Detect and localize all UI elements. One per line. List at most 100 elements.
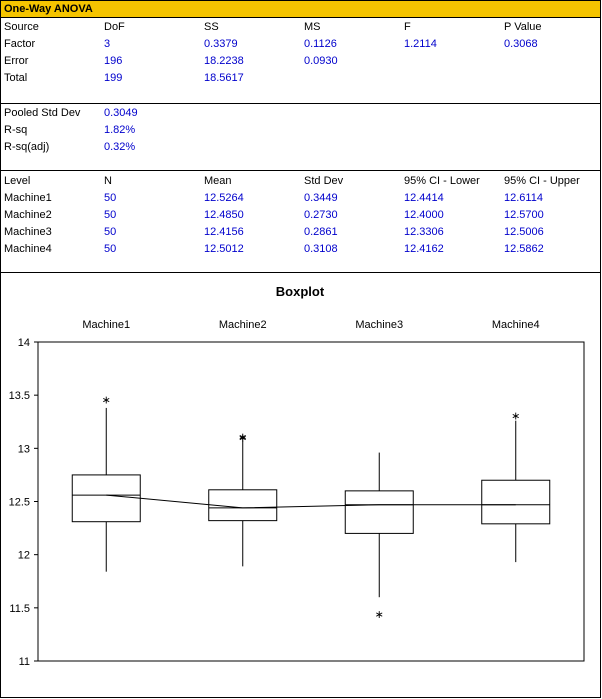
level-ci-lower: 12.4162 (404, 243, 444, 255)
y-tick-label: 12.5 (9, 497, 30, 509)
level-ci-upper: 12.5862 (504, 243, 544, 255)
level-row-machine2: Machine2 50 12.4850 0.2730 12.4000 12.57… (1, 207, 601, 224)
anova-ms: 0.1126 (304, 38, 337, 50)
header-source: Source (4, 21, 39, 33)
category-labels: Machine1 Machine2 Machine3 Machine4 (82, 319, 539, 331)
header-mean: Mean (204, 175, 232, 187)
section-divider (1, 103, 601, 104)
header-level: Level (4, 175, 31, 187)
sheet-title: One-Way ANOVA (1, 1, 600, 18)
box-machine4: ∗ (481, 410, 551, 563)
chart-title: Boxplot (276, 284, 325, 299)
header-ms: MS (304, 21, 321, 33)
y-tick-label: 13 (18, 443, 30, 455)
level-sd: 0.2861 (304, 226, 338, 238)
header-p-value: P Value (504, 21, 542, 33)
anova-source: Total (4, 72, 28, 84)
header-n: N (104, 175, 112, 187)
level-name: Machine1 (4, 192, 52, 204)
outlier-marker: ∗ (511, 410, 520, 422)
anova-row-factor: Factor 3 0.3379 0.1126 1.2114 0.3068 (1, 36, 601, 53)
level-sd: 0.2730 (304, 209, 338, 221)
anova-dof: 199 (104, 72, 123, 84)
level-mean: 12.5012 (204, 243, 244, 255)
anova-row-error: Error 196 18.2238 0.0930 (1, 53, 601, 70)
box-iqr (344, 490, 414, 534)
anova-ss: 18.5617 (204, 72, 244, 84)
outlier-marker: ∗ (238, 432, 247, 444)
anova-dof: 196 (104, 55, 123, 67)
summary-row-pooled-sd: Pooled Std Dev 0.3049 (1, 105, 601, 122)
level-n: 50 (104, 209, 117, 221)
y-tick-label: 11.5 (9, 603, 30, 615)
level-ci-upper: 12.5700 (504, 209, 544, 221)
summary-row-rsq-adj: R-sq(adj) 0.32% (1, 139, 601, 156)
y-tick-label: 11 (19, 656, 30, 668)
summary-row-rsq: R-sq 1.82% (1, 122, 601, 139)
anova-ms: 0.0930 (304, 55, 338, 67)
level-row-machine1: Machine1 50 12.5264 0.3449 12.4414 12.61… (1, 190, 601, 207)
level-name: Machine3 (4, 226, 52, 238)
summary-label: Pooled Std Dev (4, 107, 81, 119)
box-machine3: ∗ (344, 452, 414, 621)
header-std-dev: Std Dev (304, 175, 344, 187)
category-label: Machine3 (355, 319, 403, 331)
level-name: Machine2 (4, 209, 52, 221)
level-sd: 0.3449 (304, 192, 338, 204)
y-tick-label: 13.5 (9, 390, 30, 402)
level-ci-upper: 12.5006 (504, 226, 544, 238)
y-tick-label: 14 (18, 337, 30, 349)
header-dof: DoF (104, 21, 125, 33)
y-axis: 11 11.5 12 12.5 13 13.5 14 (9, 337, 38, 668)
anova-f: 1.2114 (404, 38, 437, 50)
anova-ss: 18.2238 (204, 55, 244, 67)
level-row-machine3: Machine3 50 12.4156 0.2861 12.3306 12.50… (1, 224, 601, 241)
anova-source: Factor (4, 38, 36, 50)
outlier-marker: ∗ (238, 433, 247, 445)
box-machine1: ∗ (71, 394, 141, 572)
category-label: Machine1 (82, 319, 130, 331)
summary-label: R-sq(adj) (4, 141, 50, 153)
box-iqr (208, 489, 278, 522)
level-n: 50 (104, 243, 117, 255)
summary-value: 0.3049 (104, 107, 138, 119)
level-n: 50 (104, 192, 117, 204)
section-divider (1, 170, 601, 171)
category-label: Machine4 (492, 319, 540, 331)
median-connector-line (106, 494, 516, 509)
summary-value: 0.32% (104, 141, 136, 153)
anova-ss: 0.3379 (204, 38, 238, 50)
y-tick-label: 12 (18, 550, 30, 562)
header-ci-upper: 95% CI - Upper (504, 175, 580, 187)
level-ci-lower: 12.4414 (404, 192, 444, 204)
level-ci-lower: 12.4000 (404, 209, 444, 221)
boxplot-chart: Boxplot Machine1 Machine2 Machine3 Machine4… (9, 284, 585, 668)
anova-header-row: Source DoF SS MS F P Value (1, 19, 601, 36)
anova-source: Error (4, 55, 29, 67)
level-ci-upper: 12.6114 (504, 192, 543, 204)
level-mean: 12.5264 (204, 192, 244, 204)
level-row-machine4: Machine4 50 12.5012 0.3108 12.4162 12.58… (1, 241, 601, 258)
level-mean: 12.4850 (204, 209, 244, 221)
summary-label: R-sq (4, 124, 28, 136)
outlier-marker: ∗ (375, 609, 384, 621)
header-ss: SS (204, 21, 219, 33)
outlier-marker: ∗ (102, 394, 111, 406)
anova-row-total: Total 199 18.5617 (1, 70, 601, 87)
anova-p: 0.3068 (504, 38, 538, 50)
level-mean: 12.4156 (204, 226, 244, 238)
levels-header-row: Level N Mean Std Dev 95% CI - Lower 95% … (1, 173, 601, 190)
level-ci-lower: 12.3306 (404, 226, 444, 238)
anova-dof: 3 (104, 38, 111, 50)
level-n: 50 (104, 226, 117, 238)
box-iqr (71, 474, 141, 523)
level-name: Machine4 (4, 243, 52, 255)
section-divider (1, 272, 601, 273)
level-sd: 0.3108 (304, 243, 338, 255)
header-ci-lower: 95% CI - Lower (404, 175, 480, 187)
header-f: F (404, 21, 411, 33)
summary-value: 1.82% (104, 124, 136, 136)
category-label: Machine2 (219, 319, 267, 331)
box-iqr (481, 479, 551, 525)
